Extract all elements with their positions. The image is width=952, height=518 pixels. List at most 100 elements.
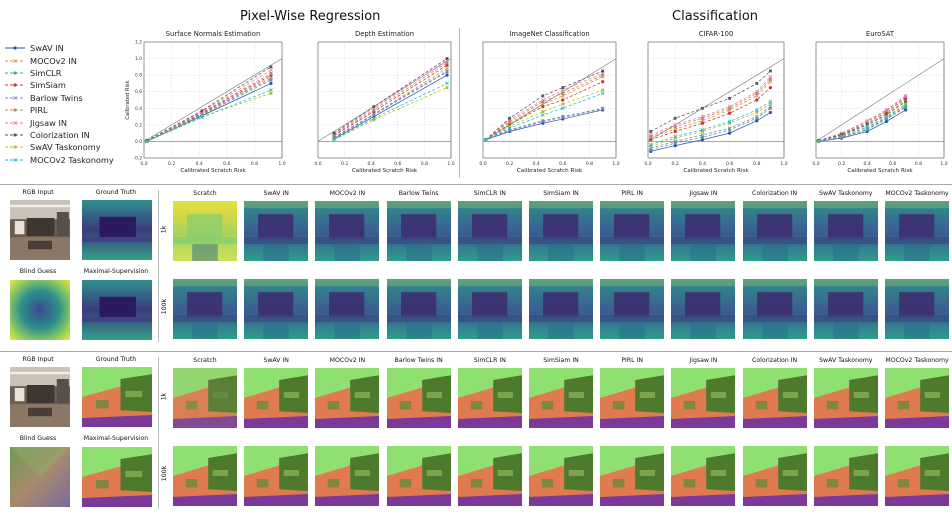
prediction-100k-tile-image	[813, 279, 878, 339]
series-line-2	[650, 107, 771, 151]
prediction-1k-tile-image	[386, 201, 451, 261]
data-point	[728, 106, 731, 110]
data-point	[445, 69, 449, 73]
data-point	[769, 106, 772, 110]
series-line-8	[650, 103, 771, 147]
x-tick-label: 0.4	[864, 161, 871, 167]
legend-item: MOCOv2 Taskonomy	[4, 154, 124, 166]
data-point	[839, 134, 844, 139]
prediction-100k-tile-image	[813, 446, 878, 506]
prediction-1k-tile	[244, 201, 309, 261]
x-axis-label: Calibrated Scratch Risk	[683, 168, 749, 174]
prediction-100k-tile-image	[885, 279, 949, 339]
prediction-1k-tile	[173, 368, 237, 428]
x-tick-label: 0.6	[726, 161, 733, 167]
blind-guess-tile-image	[10, 280, 70, 340]
prediction-100k-tile-image	[529, 279, 593, 339]
legend-item: SwAV IN	[4, 42, 124, 54]
data-point	[540, 102, 545, 107]
data-point	[769, 69, 772, 73]
prediction-100k-tile	[457, 279, 522, 339]
data-point	[865, 125, 869, 128]
ground-truth-label: Ground Truth	[95, 356, 137, 363]
legend-label: MOCOv2 Taskonomy	[30, 154, 114, 165]
data-point	[673, 136, 677, 140]
series-line-8	[333, 87, 448, 141]
data-point	[701, 130, 704, 133]
data-point	[541, 119, 545, 123]
ground-truth-tile	[82, 367, 152, 427]
data-point	[768, 85, 772, 90]
legend-marker	[13, 133, 17, 137]
method-label: MOCOv2 Taskonomy	[885, 190, 949, 197]
series-line-5	[650, 79, 771, 137]
data-point	[649, 138, 653, 142]
data-point	[884, 108, 889, 112]
prediction-1k-tile-image	[813, 201, 878, 261]
method-label: PIRL IN	[621, 357, 644, 364]
data-point	[673, 127, 678, 131]
data-point	[541, 110, 545, 113]
series-line-3	[650, 87, 771, 141]
maximal-supervision-tile	[82, 280, 152, 340]
ground-truth-label: Ground Truth	[95, 189, 137, 196]
prediction-1k-tile	[742, 201, 807, 261]
data-point	[755, 116, 759, 120]
data-point	[507, 126, 512, 131]
prediction-1k-tile-image	[742, 368, 807, 428]
prediction-100k-tile-image	[173, 279, 237, 339]
data-point	[560, 106, 565, 111]
data-point	[768, 74, 773, 79]
prediction-100k-tile-image	[386, 279, 451, 339]
prediction-100k-tile	[173, 279, 237, 339]
rgb-input-label: RGB Input	[22, 189, 54, 196]
data-point	[372, 113, 376, 117]
data-point	[865, 128, 869, 132]
data-point	[648, 142, 653, 147]
data-point	[754, 114, 759, 119]
data-point	[728, 121, 731, 125]
legend-item: Colorization IN	[4, 129, 124, 141]
prediction-1k-tile-image	[813, 368, 878, 428]
y-tick-label: -0.2	[133, 156, 142, 162]
prediction-1k-tile-image	[315, 201, 380, 261]
series-line-9	[146, 89, 272, 142]
data-point	[673, 139, 678, 144]
data-point	[727, 104, 732, 109]
data-point	[541, 105, 545, 109]
prediction-1k-tile	[885, 368, 949, 428]
data-point	[269, 81, 273, 86]
chart-title: ImageNet Classification	[509, 30, 589, 38]
method-label: Colorization IN	[752, 357, 798, 364]
series-line-6	[650, 76, 771, 136]
series-line-7	[146, 66, 272, 141]
data-point	[600, 71, 605, 76]
data-point	[754, 108, 759, 112]
data-point	[700, 132, 705, 137]
block-divider	[158, 190, 159, 342]
method-label: Barlow Twins	[398, 190, 439, 197]
x-tick-label: 1.0	[780, 161, 787, 167]
data-point	[445, 70, 449, 74]
data-point	[885, 115, 888, 118]
chart-title: Depth Estimation	[355, 30, 414, 38]
identity-line	[143, 58, 283, 142]
prediction-100k-tile	[457, 446, 522, 506]
chart-svg: Depth Estimation 0.0 0.2 0.4 0.6 0.8 1.0 Calibr…	[314, 30, 454, 174]
data-point	[649, 145, 653, 148]
data-point	[755, 111, 759, 114]
prediction-1k-tile	[386, 201, 451, 261]
chart-svg: CIFAR-100 0.0 0.2 0.4 0.6 0.8 1.0 Calibrated Sc…	[644, 30, 787, 174]
section-title-classification: Classification	[672, 9, 759, 24]
divider-middle	[0, 351, 952, 352]
data-point	[601, 106, 605, 110]
legend-swatch-icon	[5, 108, 25, 112]
series-line-6	[146, 69, 272, 141]
prediction-100k-tile-image	[742, 446, 807, 506]
data-point	[332, 133, 336, 137]
rgb-input-label: RGB Input	[22, 356, 54, 363]
data-point	[816, 139, 821, 144]
data-point	[884, 119, 888, 124]
method-label: Jigsaw IN	[689, 357, 718, 364]
data-point	[541, 100, 545, 104]
